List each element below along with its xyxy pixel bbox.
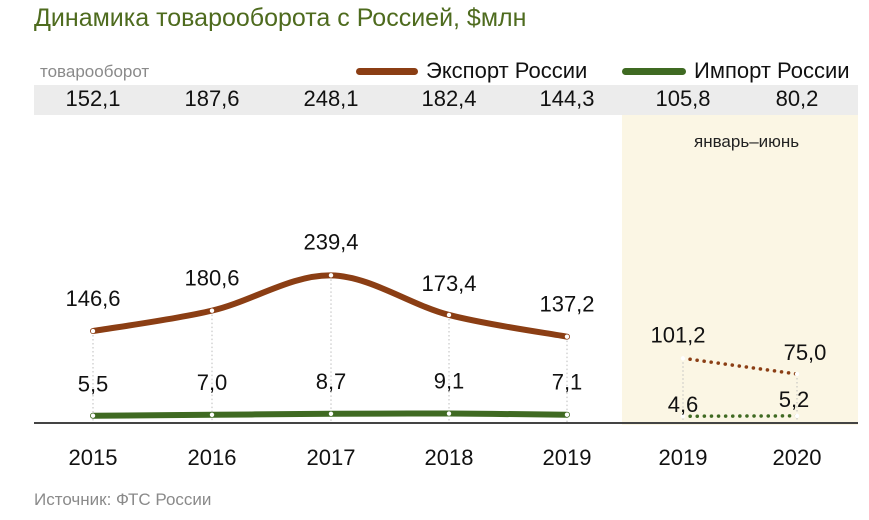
import-data-label-1: 7,0 — [197, 370, 228, 395]
totals-band — [34, 85, 858, 115]
import-data-label-5: 4,6 — [668, 392, 699, 417]
import-point-0 — [90, 413, 96, 418]
export-point-5 — [680, 356, 686, 361]
import-data-label-4: 7,1 — [552, 370, 583, 395]
total-value-4: 144,3 — [539, 86, 595, 111]
export-data-label-4: 137,2 — [539, 292, 594, 317]
import-point-3 — [446, 411, 452, 416]
total-value-1: 187,6 — [184, 86, 240, 111]
legend-item-export: Экспорт России — [356, 58, 587, 84]
export-line — [90, 272, 570, 340]
import-point-5 — [680, 414, 686, 419]
import-point-1 — [209, 412, 215, 417]
source-note: Источник: ФТС России — [34, 490, 212, 509]
import-data-label-0: 5,5 — [78, 372, 109, 397]
legend-label-export: Экспорт России — [426, 58, 588, 83]
export-point-1 — [209, 308, 215, 313]
export-data-label-1: 180,6 — [184, 266, 239, 291]
import-data-label-6: 5,2 — [779, 387, 810, 412]
x-tick-label-2: 2017 — [307, 445, 356, 470]
total-value-0: 152,1 — [65, 86, 121, 111]
total-value-6: 80,2 — [775, 86, 819, 111]
export-point-3 — [446, 312, 452, 318]
x-tick-label-5: 2019 — [659, 445, 708, 470]
x-tick-label-6: 2020 — [773, 445, 822, 470]
half-year-label: январь–июнь — [694, 132, 800, 151]
total-value-2: 248,1 — [303, 86, 359, 111]
legend-item-import: Импорт России — [622, 58, 850, 84]
export-point-6 — [794, 371, 800, 377]
export-data-label-2: 239,4 — [303, 229, 358, 254]
export-point-0 — [90, 328, 96, 334]
import-point-2 — [328, 411, 334, 416]
export-data-label-5: 101,2 — [650, 322, 705, 347]
import-data-label-2: 8,7 — [316, 369, 347, 394]
legend-swatch-import — [622, 67, 686, 75]
x-tick-label-3: 2018 — [425, 445, 474, 470]
import-point-4 — [564, 412, 570, 417]
export-data-label-6: 75,0 — [784, 340, 827, 365]
half-year-band — [622, 115, 858, 425]
legend-swatch-export — [356, 67, 418, 75]
x-tick-label-1: 2016 — [188, 445, 237, 470]
import-point-6 — [794, 413, 800, 419]
chart-title: Динамика товарооборота с Россией, $млн — [34, 4, 527, 32]
export-point-2 — [328, 273, 334, 278]
export-point-4 — [564, 334, 570, 339]
totals-label: товарооборот — [40, 62, 150, 81]
export-line-half-year — [681, 356, 799, 376]
x-tick-label-4: 2019 — [543, 445, 592, 470]
x-tick-label-0: 2015 — [69, 445, 118, 470]
export-data-label-0: 146,6 — [65, 286, 120, 311]
total-value-3: 182,4 — [421, 86, 477, 111]
export-data-label-3: 173,4 — [421, 271, 476, 296]
import-data-label-3: 9,1 — [434, 369, 465, 394]
total-value-5: 105,8 — [655, 86, 711, 111]
legend-label-import: Импорт России — [694, 58, 850, 83]
